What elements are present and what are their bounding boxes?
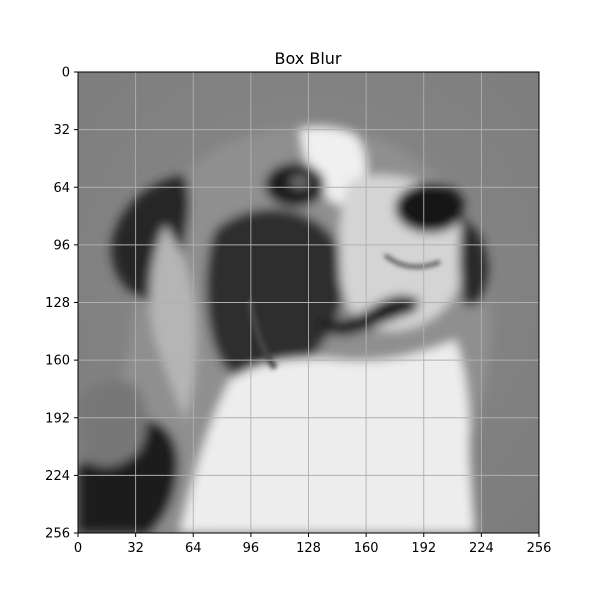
plot-title: Box Blur: [275, 49, 342, 68]
y-tick-label: 224: [45, 469, 70, 484]
y-tick-label: 256: [45, 527, 70, 542]
dog-photo: [78, 126, 492, 533]
x-tick-label: 128: [296, 541, 321, 556]
x-tick-label: 256: [527, 541, 552, 556]
x-tick-label: 32: [127, 541, 144, 556]
y-tick-label: 160: [45, 354, 70, 369]
y-tick-label: 0: [62, 66, 70, 81]
x-tick-label: 64: [185, 541, 202, 556]
y-axis: 0 32 64 96 128 160 192 224 256: [45, 66, 78, 542]
x-axis: 0 32 64 96 128 160 192 224 256: [74, 533, 552, 556]
fur-details: [247, 253, 441, 370]
grid-lines: [77, 71, 540, 534]
x-tick-label: 0: [74, 541, 82, 556]
x-tick-label: 160: [354, 541, 379, 556]
x-tick-label: 192: [411, 541, 436, 556]
x-tick-label: 224: [469, 541, 494, 556]
y-tick-label: 32: [53, 123, 70, 138]
y-tick-label: 128: [45, 296, 70, 311]
y-tick-label: 96: [53, 238, 70, 253]
x-tick-label: 96: [243, 541, 260, 556]
y-tick-label: 192: [45, 411, 70, 426]
y-tick-label: 64: [53, 181, 70, 196]
